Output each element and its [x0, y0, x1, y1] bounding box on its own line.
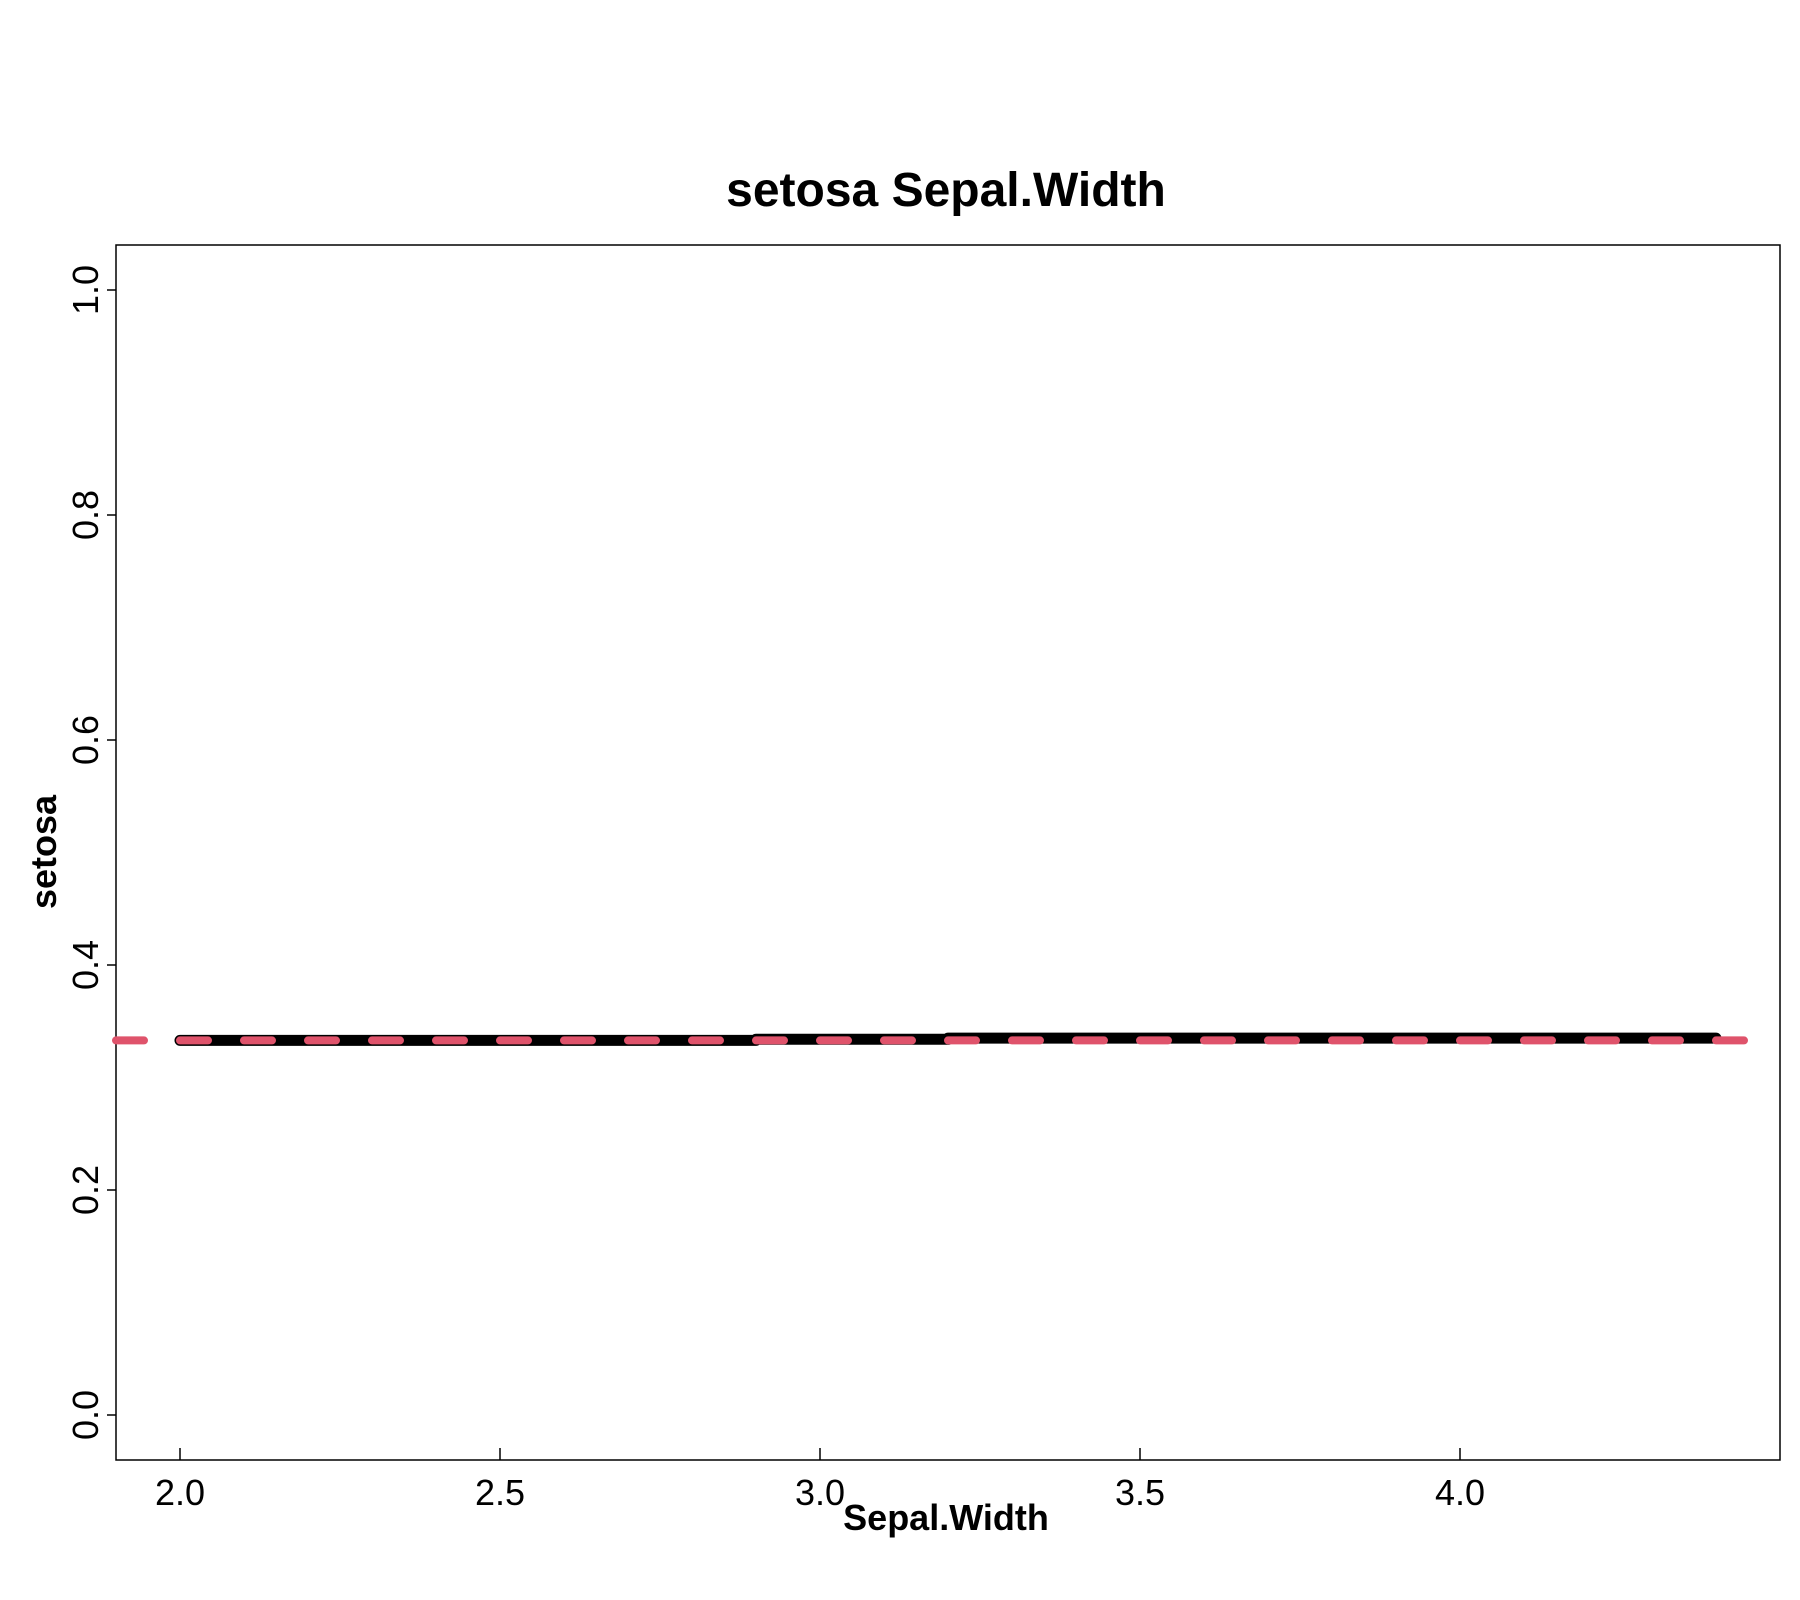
- y-axis: 0.0 0.2 0.4 0.6 0.8 1.0: [65, 265, 116, 1440]
- x-axis-label: Sepal.Width: [843, 1497, 1049, 1538]
- x-tick-label: 3.0: [795, 1472, 845, 1513]
- y-tick-label: 0.6: [65, 715, 106, 765]
- series-layer: [112, 1032, 1784, 1046]
- y-tick-label: 0.4: [65, 940, 106, 990]
- x-tick-label: 3.5: [1115, 1472, 1165, 1513]
- y-tick-label: 0.0: [65, 1390, 106, 1440]
- chart-title: setosa Sepal.Width: [726, 164, 1166, 217]
- plot-area-frame: [115, 244, 1781, 1461]
- x-tick-label: 2.5: [475, 1472, 525, 1513]
- x-tick-label: 4.0: [1435, 1472, 1485, 1513]
- x-tick-label: 2.0: [155, 1472, 205, 1513]
- y-tick-label: 1.0: [65, 265, 106, 315]
- y-tick-label: 0.2: [65, 1165, 106, 1215]
- y-axis-label: setosa: [23, 794, 64, 909]
- x-axis: 2.0 2.5 3.0 3.5 4.0: [155, 1448, 1485, 1513]
- y-tick-label: 0.8: [65, 490, 106, 540]
